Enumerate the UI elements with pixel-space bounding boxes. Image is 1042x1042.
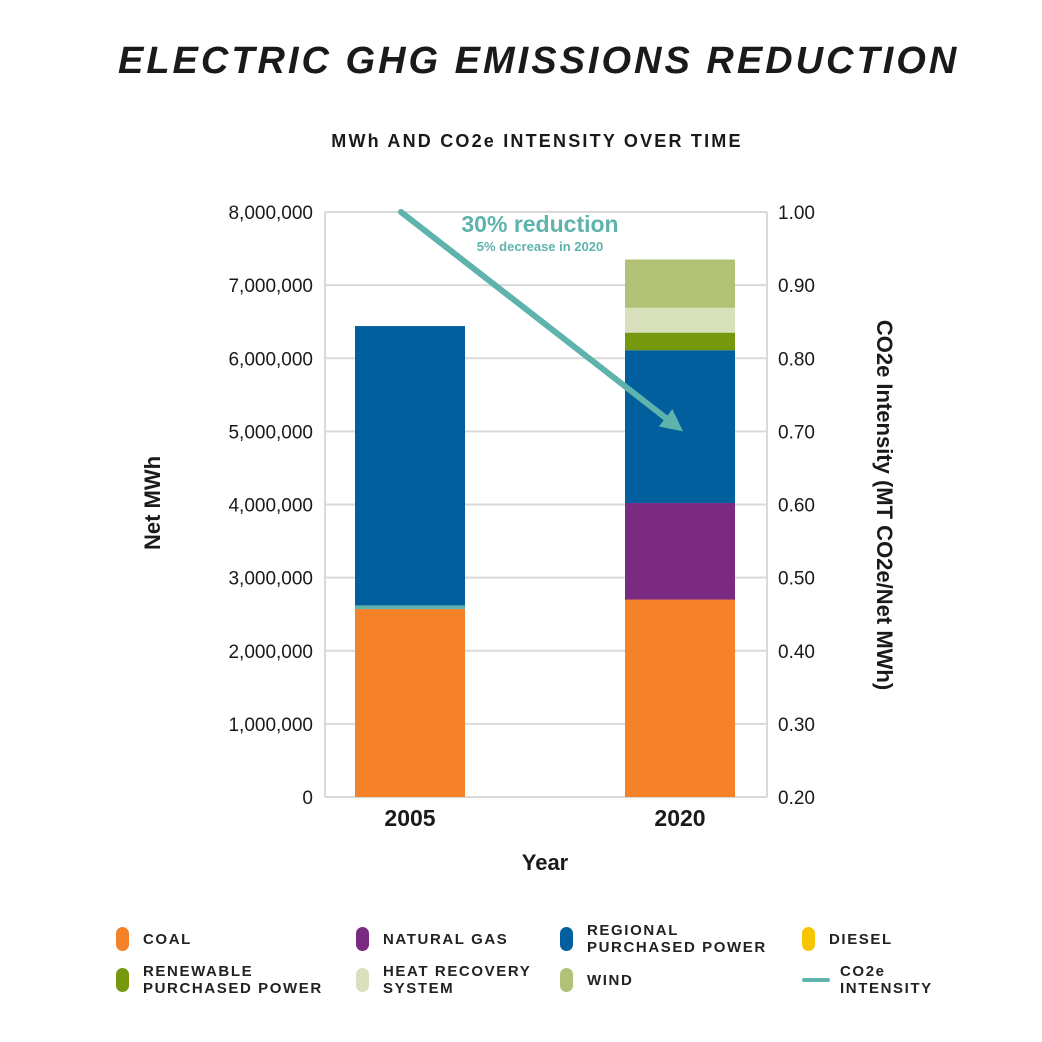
y-right-tick-label: 0.80 [778, 349, 815, 370]
y-right-tick-label: 0.30 [778, 715, 815, 736]
chart-title: ELECTRIC GHG EMISSIONS REDUCTION [118, 40, 960, 82]
legend-item: RENEWABLE PURCHASED POWER [116, 963, 323, 997]
y-right-tick-label: 0.70 [778, 422, 815, 443]
y-right-tick-label: 0.40 [778, 642, 815, 663]
legend-item: COAL [116, 927, 192, 951]
x-tick-label: 2020 [654, 805, 705, 831]
bar-segment-heat-recovery-system-2020 [625, 307, 735, 333]
y-right-tick-label: 1.00 [778, 203, 815, 224]
legend-color-swatch [560, 927, 573, 951]
bar-segment-coal-2020 [625, 599, 735, 797]
y-tick-label: 1,000,000 [228, 715, 313, 736]
chart-subtitle: MWh AND CO2e INTENSITY OVER TIME [331, 131, 743, 151]
x-axis-title: Year [522, 850, 569, 875]
y-right-tick-label: 0.60 [778, 496, 815, 517]
legend-label: HEAT RECOVERY SYSTEM [383, 963, 532, 997]
y-right-tick-label: 0.20 [778, 788, 815, 809]
bar-segment-coal-2005 [355, 609, 465, 797]
legend-color-swatch [802, 927, 815, 951]
legend-item: REGIONAL PURCHASED POWER [560, 922, 767, 956]
legend-label: NATURAL GAS [383, 930, 509, 948]
bar-segment-natural-gas-2020 [625, 503, 735, 600]
legend-item: HEAT RECOVERY SYSTEM [356, 963, 531, 997]
legend-label: RENEWABLE PURCHASED POWER [143, 963, 323, 997]
co2e-intensity-arrowhead [658, 409, 683, 432]
y-tick-label: 6,000,000 [228, 349, 313, 370]
y-tick-label: 5,000,000 [228, 422, 313, 443]
legend-color-swatch [356, 968, 369, 992]
y-tick-label: 2,000,000 [228, 642, 313, 663]
annotation-reduction: 30% reduction [461, 211, 618, 237]
legend-label: DIESEL [829, 930, 893, 948]
y-right-tick-label: 0.50 [778, 569, 815, 590]
legend-color-swatch [560, 968, 573, 992]
bar-segment-renewable-purchased-power-2020 [625, 332, 735, 351]
bar-segment-regional-purchased-power-2005 [355, 326, 465, 606]
y-tick-label: 8,000,000 [228, 203, 313, 224]
legend-line-swatch [802, 978, 830, 982]
y-right-axis-title: CO2e Intensity (MT CO2e/Net MWh) [872, 320, 897, 690]
y-tick-label: 7,000,000 [228, 276, 313, 297]
legend-color-swatch [116, 927, 129, 951]
legend-item: CO2e INTENSITY [802, 963, 933, 997]
legend-label: REGIONAL PURCHASED POWER [587, 922, 767, 956]
bar-segment-wind-2020 [625, 259, 735, 308]
legend-label: COAL [143, 930, 192, 948]
legend-color-swatch [116, 968, 129, 992]
y-axis-title: Net MWh [140, 456, 165, 550]
y-tick-label: 4,000,000 [228, 496, 313, 517]
legend-label: CO2e INTENSITY [840, 963, 933, 997]
stacked-bar-chart: 0 1,000,000 2,000,000 3,000,000 4,000,000 5,0… [140, 203, 897, 875]
legend-item: WIND [560, 968, 633, 992]
y-right-tick-label: 0.90 [778, 276, 815, 297]
annotation-decrease: 5% decrease in 2020 [477, 239, 603, 254]
legend-label: WIND [587, 971, 634, 989]
bar-segment-renewable-purchased-power-2005 [355, 605, 465, 610]
y-tick-label: 0 [302, 788, 313, 809]
legend-item: DIESEL [802, 927, 893, 951]
y-tick-label: 3,000,000 [228, 569, 313, 590]
x-tick-label: 2005 [384, 805, 435, 831]
co2e-intensity-line [398, 209, 669, 421]
legend-color-swatch [356, 927, 369, 951]
legend-item: NATURAL GAS [356, 927, 508, 951]
